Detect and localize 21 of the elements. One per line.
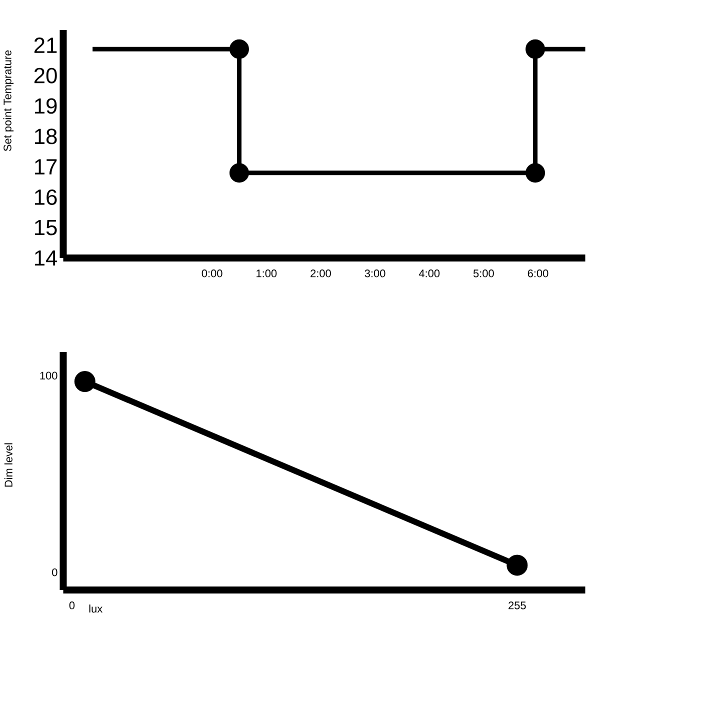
- x-tick-label: 0:00: [202, 270, 222, 278]
- y-tick-label: 14: [34, 250, 57, 266]
- y-tick-label: 100: [40, 372, 58, 380]
- y-tick-label: 15: [34, 220, 57, 236]
- x-tick-label: 1:00: [256, 270, 277, 278]
- y-tick-label: 16: [34, 189, 57, 205]
- x-tick-label: 4:00: [418, 270, 440, 278]
- x-tick-label: 5:00: [473, 270, 494, 278]
- x-axis-title: lux: [89, 604, 102, 613]
- y-tick-label: 21: [34, 38, 57, 53]
- y-axis-title: Set point Temprature: [3, 50, 14, 152]
- y-tick-label: 17: [34, 159, 57, 174]
- x-tick-label: 6:00: [528, 270, 548, 278]
- y-tick-label: 20: [34, 68, 57, 84]
- x-tick-label: 2:00: [310, 270, 331, 278]
- x-tick-label: 3:00: [364, 270, 386, 278]
- y-axis-title: Dim level: [4, 443, 12, 487]
- y-tick-label: 18: [34, 128, 57, 144]
- y-tick-label: 19: [34, 98, 57, 114]
- y-tick-label: 0: [52, 568, 58, 576]
- x-tick-label: 255: [508, 602, 526, 610]
